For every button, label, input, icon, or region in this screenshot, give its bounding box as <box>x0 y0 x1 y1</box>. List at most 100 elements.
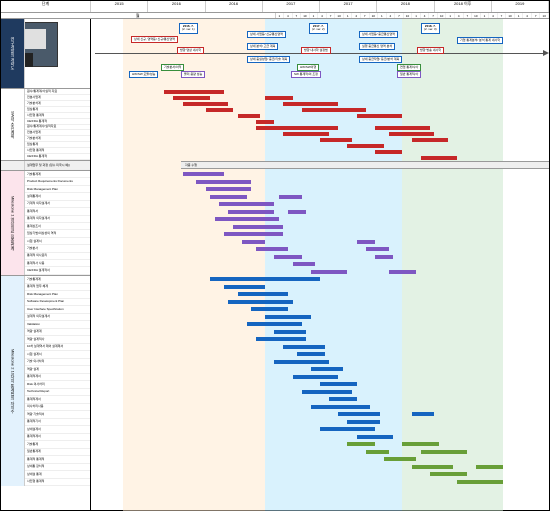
row-label: User Interface Specification <box>25 306 90 314</box>
q-cell: 10 <box>438 13 447 18</box>
chart-area: 2016. 7.(2. ver. 1)2017. 7.(2. ver. 2)20… <box>91 19 549 511</box>
track-t0: 각종 수행 <box>185 163 197 167</box>
gantt-bar <box>357 435 394 439</box>
callout-box: 방향 방송 내사학 <box>417 47 444 54</box>
row-label: 통계적계서 <box>25 434 90 442</box>
row-label: 기술통계 <box>25 441 90 449</box>
row-label: 역량 기술적서 <box>25 411 90 419</box>
row-label: Risk Management Plan <box>25 291 90 299</box>
row-label: 통계적기서 <box>25 419 90 427</box>
callout-box: HW/SW 모듈/성능 <box>129 71 158 78</box>
gantt-bar <box>421 450 467 454</box>
header-row: 단계 2015201620162017201720182018 이후2019 <box>1 1 549 13</box>
q-cell: 4 <box>455 13 464 18</box>
q-cell: 1 <box>344 13 353 18</box>
gantt-bar <box>210 277 320 281</box>
row-label: 통계적 의자설계서 <box>25 216 90 223</box>
gantt-bar <box>384 457 416 461</box>
gantt-bar <box>366 247 389 251</box>
row-label: Risk Management Plan <box>25 186 90 193</box>
year-cell: 2018 <box>377 1 434 12</box>
callout-box: 상세 사업등/ 충급통신영역 <box>359 31 398 38</box>
row-label: 상세설 통계 <box>25 471 90 479</box>
row-label: 10차 설계역서 제어 설계제서 <box>25 344 90 352</box>
row-label: CE/FDA 통계적 <box>25 154 90 160</box>
gantt-bar <box>402 442 439 446</box>
hdr-stage: 단계 <box>1 1 91 12</box>
row-label: 기술 의사차리 <box>25 359 90 367</box>
gantt-bar <box>210 195 247 199</box>
q-cell: 10 <box>506 13 515 18</box>
gantt-bar <box>457 480 503 484</box>
hdr-month: 월 <box>1 13 276 18</box>
row-label: 기술통계계 <box>25 276 90 284</box>
q-cell: 7 <box>327 13 336 18</box>
gantt-bar <box>357 240 375 244</box>
gantt-bar <box>347 420 379 424</box>
left-col: 연구개발의 개략도 SW적 추진계획원사/통계계/사실적 자료전분사업계기술분석… <box>1 19 91 511</box>
row-label: Technical Report <box>25 389 90 397</box>
row-label: 기술분사 <box>25 245 90 252</box>
gantt-bar <box>224 285 265 289</box>
q-cell: 4 <box>523 13 532 18</box>
row-label: 임상기법/의상성의 역적 <box>25 230 90 237</box>
q-cell: 10 <box>370 13 379 18</box>
gantt-bar <box>233 225 283 229</box>
gantt-bar <box>183 102 229 106</box>
gantt-bar <box>279 195 302 199</box>
sect3-row: 설계업무 및 과정 (정수 미국시 예|) <box>25 161 90 170</box>
q-cell: 1 <box>446 13 455 18</box>
row-label: 상세통 장치적 <box>25 464 90 472</box>
gantt-bar <box>256 337 306 341</box>
row-label: 기계적 의자설계서 <box>25 201 90 208</box>
gantt-bar <box>293 262 316 266</box>
callout-box: 방향 내사학 설정법 <box>301 47 331 54</box>
gantt-bar <box>297 352 324 356</box>
row-label: 통계적사 사용 <box>25 260 90 267</box>
row-label: Product Requirements Documents <box>25 178 90 185</box>
row-label: Validation <box>25 321 90 329</box>
gantt-bar <box>173 96 210 100</box>
gantt-bar <box>274 255 301 259</box>
q-cell: 1 <box>310 13 319 18</box>
callout-box: 상세 분석/ 고급 계획 <box>247 43 278 50</box>
callout-box: 상세 사업등/ 신규통신영역 <box>247 31 286 38</box>
gantt-bar <box>357 114 403 118</box>
gantt-bar <box>265 315 311 319</box>
row-label: 통계상조서 <box>25 223 90 230</box>
q-cell: 7 <box>498 13 507 18</box>
callout-box: 기업 통계분석/ 분석 통계 내사학 <box>457 37 503 44</box>
sect1-title: 연구개발의 개략도 <box>1 19 25 88</box>
sect4-title: Milestone 1 영상치료 집중관계 <box>1 171 25 275</box>
gantt-bar <box>375 150 402 154</box>
row-label: 역량 설계 <box>25 366 90 374</box>
sect3-title <box>1 161 25 170</box>
row-label: 역량 설계계 <box>25 329 90 337</box>
q-cell: 4 <box>352 13 361 18</box>
gantt-bar <box>183 172 224 176</box>
row-label: 설계통계서 <box>25 193 90 200</box>
gantt-bar <box>283 102 338 106</box>
year-cell: 2015 <box>91 1 148 12</box>
q-cell: 10 <box>301 13 310 18</box>
q-cell: 7 <box>532 13 541 18</box>
gantt-bar <box>302 390 352 394</box>
gantt-bar <box>274 330 306 334</box>
q-cell: 1 <box>412 13 421 18</box>
row-label: 통계적서 <box>25 208 90 215</box>
track-row: 각종 수행 <box>181 161 549 169</box>
row-label: Risk 의사차리 <box>25 381 90 389</box>
q-cell: 1 <box>378 13 387 18</box>
q-cell: 10 <box>335 13 344 18</box>
row-label: 통계적 통계적 <box>25 456 90 464</box>
row-label: 일반통계계 <box>25 449 90 457</box>
q-cell: 7 <box>361 13 370 18</box>
gantt-bar <box>224 232 284 236</box>
q-cell: 10 <box>404 13 413 18</box>
gantt-bar <box>196 180 251 184</box>
q-cell: 1 <box>515 13 524 18</box>
gantt-bar <box>238 292 288 296</box>
gantt-bar <box>476 465 503 469</box>
milestone-marker: 2018. 7.(2. ver. 3) <box>421 23 440 34</box>
year-cell: 2017 <box>320 1 377 12</box>
